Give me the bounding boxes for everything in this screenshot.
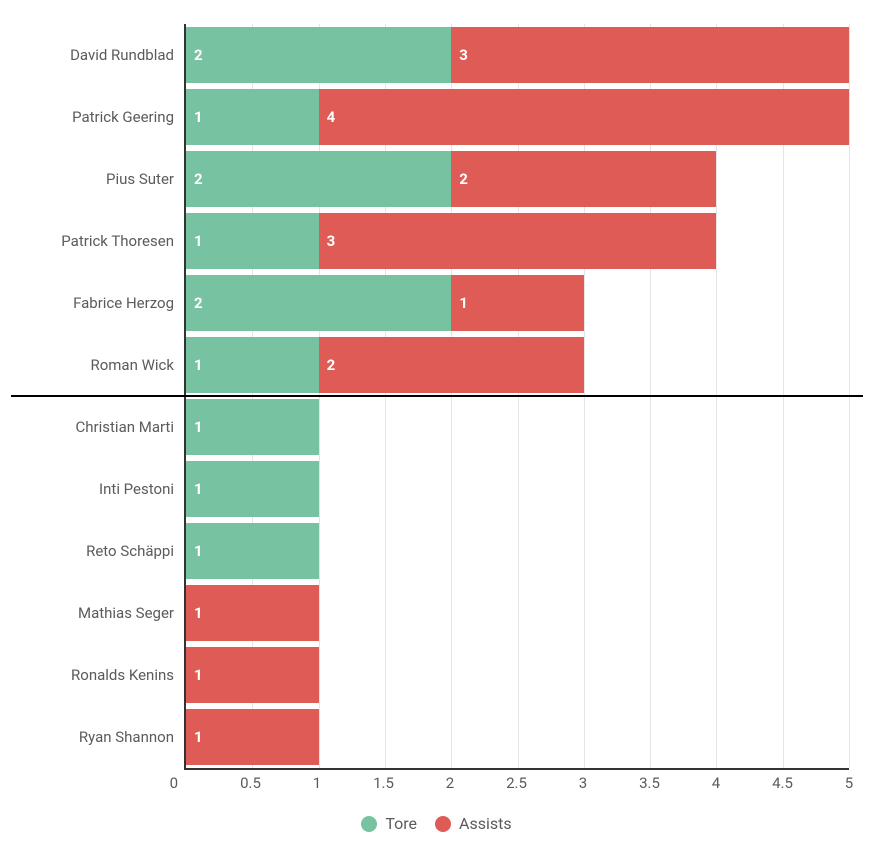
x-tick: 1	[313, 774, 321, 792]
stacked-bar-chart: David RundbladPatrick GeeringPius SuterP…	[24, 24, 849, 833]
bar-row: 23	[186, 24, 849, 86]
bar-row: 1	[186, 582, 849, 644]
bar-row: 22	[186, 148, 849, 210]
legend-label: Assists	[459, 814, 512, 833]
legend-label: Tore	[385, 814, 417, 833]
bar-assists: 3	[451, 27, 849, 83]
bar-row: 1	[186, 520, 849, 582]
bar-assists: 3	[319, 213, 717, 269]
player-label: Inti Pestoni	[24, 458, 184, 520]
bar-row: 1	[186, 644, 849, 706]
bar-row: 13	[186, 210, 849, 272]
bar-row: 1	[186, 396, 849, 458]
player-label: Christian Marti	[24, 396, 184, 458]
legend-item-assists: Assists	[435, 814, 512, 833]
bar-tore: 1	[186, 337, 319, 393]
bar-tore: 1	[186, 399, 319, 455]
bar-assists: 2	[451, 151, 716, 207]
bar-tore: 1	[186, 213, 319, 269]
bar-tore: 2	[186, 275, 451, 331]
x-tick: 0.5	[240, 774, 261, 792]
x-axis: 00.511.522.533.544.55	[184, 770, 849, 798]
x-tick: 4	[712, 774, 720, 792]
x-tick: 2.5	[506, 774, 527, 792]
player-label: Roman Wick	[24, 334, 184, 396]
player-label: Ronalds Kenins	[24, 644, 184, 706]
bar-tore: 1	[186, 461, 319, 517]
bar-row: 12	[186, 334, 849, 396]
player-label: Patrick Thoresen	[24, 210, 184, 272]
bar-rows: 231422132112111111	[186, 24, 849, 768]
bar-assists: 2	[319, 337, 584, 393]
player-label: Ryan Shannon	[24, 706, 184, 768]
player-label: Reto Schäppi	[24, 520, 184, 582]
tore-swatch	[361, 816, 377, 832]
bar-assists: 1	[451, 275, 584, 331]
player-label: Pius Suter	[24, 148, 184, 210]
x-tick: 5	[845, 774, 853, 792]
player-label: Mathias Seger	[24, 582, 184, 644]
player-label: Fabrice Herzog	[24, 272, 184, 334]
divider-line	[11, 395, 863, 397]
bar-row: 1	[186, 458, 849, 520]
x-tick: 1.5	[373, 774, 394, 792]
bar-tore: 1	[186, 523, 319, 579]
x-tick: 2	[446, 774, 454, 792]
x-tick: 4.5	[772, 774, 793, 792]
x-tick: 0	[170, 774, 178, 792]
bar-assists: 4	[319, 89, 849, 145]
x-tick: 3.5	[639, 774, 660, 792]
assists-swatch	[435, 816, 451, 832]
x-tick: 3	[579, 774, 587, 792]
legend: Tore Assists	[24, 814, 849, 833]
bar-assists: 1	[186, 585, 319, 641]
player-label: David Rundblad	[24, 24, 184, 86]
bar-assists: 1	[186, 709, 319, 765]
bars-container: 231422132112111111	[184, 24, 849, 770]
bar-row: 14	[186, 86, 849, 148]
bar-row: 21	[186, 272, 849, 334]
y-axis-labels: David RundbladPatrick GeeringPius SuterP…	[24, 24, 184, 770]
legend-item-tore: Tore	[361, 814, 417, 833]
bar-assists: 1	[186, 647, 319, 703]
bar-tore: 1	[186, 89, 319, 145]
bar-row: 1	[186, 706, 849, 768]
player-label: Patrick Geering	[24, 86, 184, 148]
bar-tore: 2	[186, 151, 451, 207]
bar-tore: 2	[186, 27, 451, 83]
plot-area: David RundbladPatrick GeeringPius SuterP…	[24, 24, 849, 770]
